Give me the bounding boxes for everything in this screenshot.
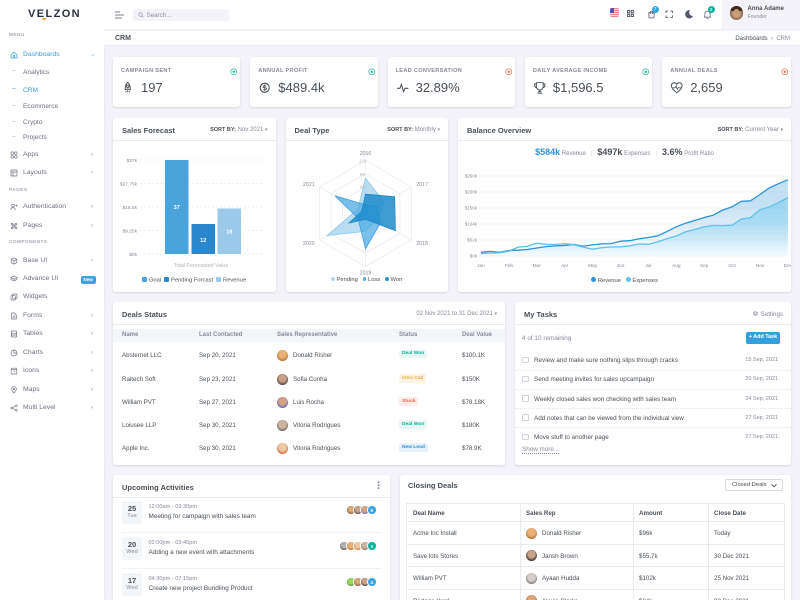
svg-text:2020: 2020 [303,241,315,247]
svg-text:18: 18 [226,230,232,236]
svg-text:Jan: Jan [477,263,485,269]
svg-text:May: May [588,263,598,269]
svg-text:Apr: Apr [561,263,569,269]
svg-text:90: 90 [360,172,365,177]
svg-text:60: 60 [360,185,365,190]
svg-text:Nov: Nov [756,263,765,269]
svg-text:$208k: $208k [465,190,478,195]
svg-text:Feb: Feb [505,263,514,269]
svg-text:2017: 2017 [416,182,428,188]
svg-text:37: 37 [174,205,180,211]
svg-text:2019: 2019 [359,271,371,277]
svg-text:$27.75k: $27.75k [120,181,138,187]
svg-text:Jul: Jul [645,263,651,269]
svg-text:$18.5k: $18.5k [123,205,138,211]
svg-text:12: 12 [200,238,206,244]
svg-text:Aug: Aug [672,263,681,269]
svg-text:$156k: $156k [465,206,478,211]
svg-text:$9.25k: $9.25k [123,228,138,234]
svg-text:$37k: $37k [127,158,138,164]
svg-text:$52k: $52k [467,238,478,243]
svg-text:Sep: Sep [700,263,709,269]
svg-text:Mar: Mar [533,263,542,269]
svg-text:120: 120 [358,159,366,164]
svg-text:$0k: $0k [470,254,478,259]
svg-text:2016: 2016 [359,151,371,157]
svg-text:$104k: $104k [465,222,478,227]
svg-text:2018: 2018 [416,241,428,247]
svg-text:Total Forecasted Value: Total Forecasted Value [174,263,229,269]
svg-text:Jun: Jun [617,263,625,269]
svg-text:2021: 2021 [303,182,315,188]
svg-text:Dec: Dec [784,263,791,269]
svg-text:$260k: $260k [465,174,478,179]
svg-text:$0k: $0k [129,252,137,258]
svg-text:Oct: Oct [728,263,736,269]
